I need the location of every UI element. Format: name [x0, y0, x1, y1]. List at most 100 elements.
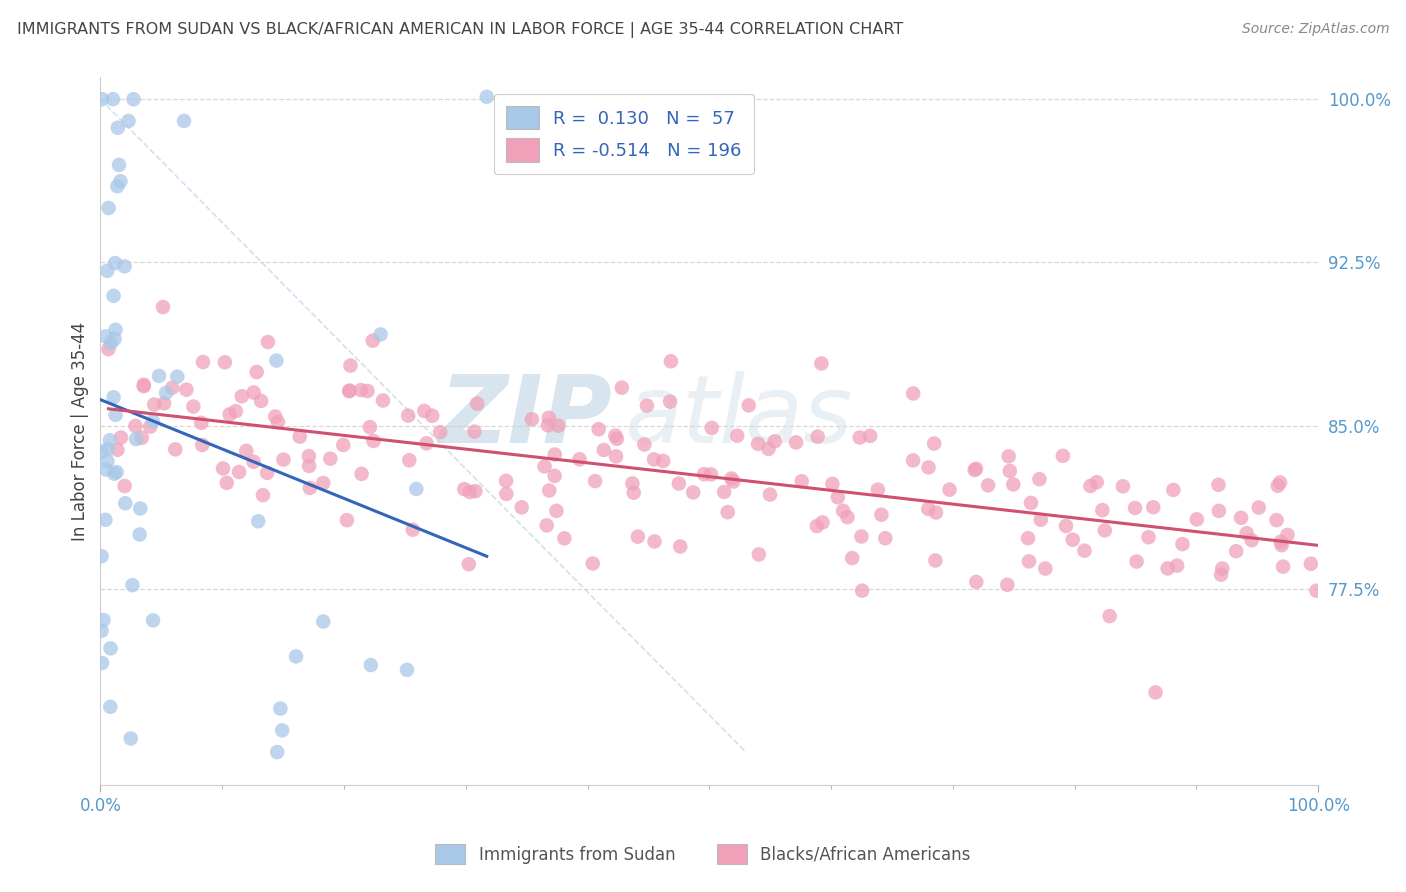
Point	[1137, 530, 1160, 544]
Point	[152, 300, 174, 314]
Point	[1028, 472, 1050, 486]
Point	[250, 393, 273, 408]
Point	[96, 264, 118, 278]
Point	[98, 434, 121, 448]
Point	[1094, 524, 1116, 538]
Point	[143, 398, 166, 412]
Point	[568, 452, 591, 467]
Point	[1054, 519, 1077, 533]
Point	[361, 334, 384, 348]
Point	[165, 442, 187, 457]
Point	[242, 385, 264, 400]
Point	[101, 92, 124, 106]
Point	[398, 453, 420, 467]
Point	[633, 437, 655, 451]
Point	[1171, 537, 1194, 551]
Point	[582, 557, 605, 571]
Point	[917, 460, 939, 475]
Point	[592, 443, 614, 458]
Point	[917, 502, 939, 516]
Point	[995, 578, 1018, 592]
Point	[652, 454, 675, 468]
Point	[242, 455, 264, 469]
Point	[339, 384, 361, 398]
Point	[583, 474, 606, 488]
Point	[162, 381, 184, 395]
Point	[1236, 526, 1258, 541]
Point	[132, 379, 155, 393]
Point	[371, 393, 394, 408]
Point	[938, 483, 960, 497]
Point	[288, 429, 311, 443]
Point	[319, 451, 342, 466]
Point	[114, 260, 136, 274]
Point	[1002, 477, 1025, 491]
Point	[114, 479, 136, 493]
Point	[402, 523, 425, 537]
Point	[738, 398, 761, 412]
Point	[533, 459, 555, 474]
Point	[246, 365, 269, 379]
Point	[621, 476, 644, 491]
Point	[91, 656, 114, 670]
Point	[108, 158, 131, 172]
Point	[965, 461, 987, 475]
Point	[100, 336, 122, 351]
Point	[811, 516, 834, 530]
Point	[1029, 513, 1052, 527]
Point	[623, 485, 645, 500]
Point	[807, 429, 830, 443]
Point	[356, 384, 378, 398]
Point	[312, 615, 335, 629]
Point	[1299, 557, 1322, 571]
Point	[215, 475, 238, 490]
Point	[1062, 533, 1084, 547]
Point	[758, 442, 780, 456]
Point	[94, 329, 117, 343]
Point	[748, 548, 770, 562]
Point	[90, 549, 112, 564]
Point	[298, 458, 321, 473]
Point	[1018, 554, 1040, 568]
Point	[1091, 503, 1114, 517]
Point	[350, 383, 373, 397]
Point	[536, 518, 558, 533]
Point	[464, 484, 486, 499]
Point	[91, 92, 114, 106]
Text: ZIP: ZIP	[439, 371, 612, 463]
Point	[1073, 543, 1095, 558]
Point	[700, 467, 723, 482]
Point	[759, 487, 782, 501]
Point	[851, 583, 873, 598]
Point	[153, 396, 176, 410]
Point	[142, 613, 165, 627]
Point	[225, 404, 247, 418]
Point	[266, 353, 288, 368]
Point	[1277, 528, 1299, 542]
Point	[103, 289, 125, 303]
Point	[122, 92, 145, 106]
Point	[1017, 531, 1039, 545]
Point	[257, 334, 280, 349]
Point	[682, 485, 704, 500]
Point	[256, 466, 278, 480]
Point	[103, 332, 125, 346]
Point	[110, 430, 132, 444]
Point	[429, 425, 451, 439]
Point	[120, 731, 142, 746]
Point	[790, 475, 813, 489]
Point	[1247, 500, 1270, 515]
Point	[925, 506, 948, 520]
Point	[763, 434, 786, 449]
Legend: R =  0.130   N =  57, R = -0.514   N = 196: R = 0.130 N = 57, R = -0.514 N = 196	[494, 94, 755, 174]
Point	[405, 482, 427, 496]
Point	[700, 421, 723, 435]
Point	[396, 409, 419, 423]
Point	[105, 179, 128, 194]
Point	[125, 432, 148, 446]
Point	[841, 551, 863, 566]
Point	[128, 527, 150, 541]
Point	[859, 429, 882, 443]
Point	[107, 120, 129, 135]
Point	[806, 519, 828, 533]
